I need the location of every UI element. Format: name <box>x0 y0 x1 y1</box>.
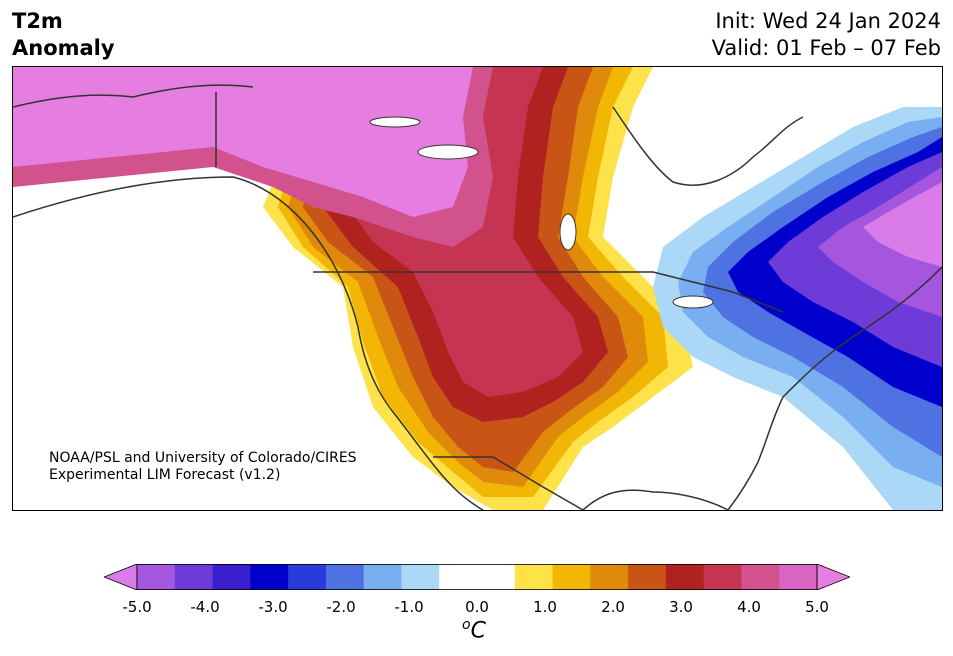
colorbar-segment <box>401 564 440 590</box>
colorbar-segment <box>325 564 365 590</box>
east-coastline <box>727 266 942 510</box>
colorbar-segment <box>477 564 516 590</box>
unit-degree: o <box>462 617 471 633</box>
forecast-dates: Init: Wed 24 Jan 2024 Valid: 01 Feb – 07… <box>712 8 941 62</box>
colorbar-segment <box>552 564 591 590</box>
colorbar-tick-label: 4.0 <box>737 598 761 616</box>
cold-band-7 <box>863 182 942 267</box>
colorbar-segment <box>590 564 629 590</box>
title-variable: T2m <box>12 9 63 33</box>
colorbar-outline <box>136 564 818 590</box>
lakes <box>369 116 714 309</box>
alaska-coast <box>13 84 254 108</box>
title-quantity: Anomaly <box>12 36 115 60</box>
colorbar-segment <box>741 564 780 590</box>
colorbar-tick-label: 2.0 <box>601 598 625 616</box>
unit-celsius: C <box>470 618 486 644</box>
credit-text: NOAA/PSL and University of Colorado/CIRE… <box>49 450 357 484</box>
colorbar-segment <box>703 564 742 590</box>
colorbar-min-arrow <box>104 564 138 590</box>
cold-anomaly-region <box>653 107 942 510</box>
colorbar-segment <box>250 564 289 590</box>
colorbar-tick-label: -1.0 <box>394 598 424 616</box>
colorbar-segment <box>514 564 554 590</box>
colorbar-segment <box>137 564 176 590</box>
colorbar-tick-label: -5.0 <box>122 598 152 616</box>
lake-winnipeg <box>559 213 577 251</box>
colorbar <box>104 564 850 590</box>
great-slave-lake <box>369 116 421 128</box>
colorbar-unit: oC <box>462 617 486 643</box>
warm-band-8 <box>13 67 473 217</box>
lake-superior <box>672 295 714 309</box>
map-svg <box>13 67 942 510</box>
warm-anomaly-region <box>13 67 693 510</box>
valid-dates: Valid: 01 Feb – 07 Feb <box>711 36 941 60</box>
anomaly-map <box>12 66 943 511</box>
plot-title: T2m Anomaly <box>12 8 115 62</box>
credit-line-1: NOAA/PSL and University of Colorado/CIRE… <box>49 450 357 466</box>
colorbar-segment <box>212 564 251 590</box>
mexico-us-border <box>433 456 584 510</box>
colorbar-segment <box>628 564 667 590</box>
gulf-coastline <box>582 489 729 510</box>
colorbar-segment <box>288 564 327 590</box>
colorbar-segment <box>174 564 214 590</box>
coastlines <box>13 84 942 510</box>
colorbar-tick-label: 0.0 <box>465 598 489 616</box>
colorbar-max-arrow <box>816 564 850 590</box>
colorbar-tick-label: -4.0 <box>190 598 220 616</box>
colorbar-segment <box>665 564 705 590</box>
colorbar-tick-label: -2.0 <box>326 598 356 616</box>
hudson-bay-coast <box>612 106 804 186</box>
colorbar-tick-label: 1.0 <box>533 598 557 616</box>
colorbar-segment <box>779 564 818 590</box>
colorbar-tick-label: 3.0 <box>669 598 693 616</box>
canada-us-border <box>313 271 784 313</box>
colorbar-segment <box>439 564 478 590</box>
colorbar-tick-label: 5.0 <box>805 598 829 616</box>
init-date: Init: Wed 24 Jan 2024 <box>715 9 941 33</box>
credit-line-2: Experimental LIM Forecast (v1.2) <box>49 467 281 483</box>
colorbar-segment <box>363 564 402 590</box>
west-coastline <box>13 176 484 510</box>
colorbar-tick-label: -3.0 <box>258 598 288 616</box>
great-bear-lake <box>417 144 479 160</box>
